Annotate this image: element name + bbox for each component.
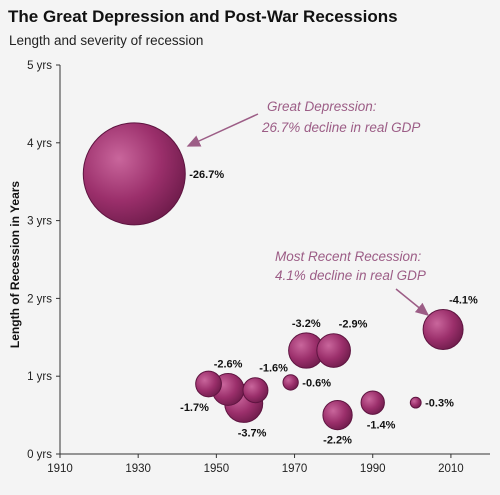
recession-bubble	[360, 390, 385, 415]
annotation-great-depression-line2: 26.7% decline in real GDP	[261, 120, 420, 135]
axes-group: 0 yrs 1 yrs 2 yrs 3 yrs 4 yrs 5 yrs 1910 1930 19…	[8, 60, 490, 475]
recession-bubble	[82, 122, 186, 226]
recession-bubble	[322, 399, 353, 431]
chart-title: The Great Depression and Post-War Recess…	[8, 7, 398, 26]
y-tick-label: 3 yrs	[27, 216, 52, 228]
data-label: -2.6%	[214, 359, 243, 371]
data-labels-group: -26.7% -1.7% -2.6% -3.7% -1.6% -0.6% -3.2% -2.9…	[180, 169, 478, 447]
recession-bubble	[422, 309, 464, 351]
data-label: -0.6%	[302, 377, 331, 389]
data-label: -2.9%	[339, 319, 368, 331]
x-tick-label: 1910	[47, 463, 73, 475]
data-label: -4.1%	[449, 295, 478, 307]
recession-bubble	[282, 374, 299, 391]
bubbles-group	[82, 122, 464, 431]
y-axis-title: Length of Recession in Years	[8, 181, 22, 348]
data-label: -1.7%	[180, 402, 209, 414]
recession-bubble	[242, 377, 269, 404]
x-tick-label: 1990	[360, 463, 386, 475]
y-tick-label: 1 yrs	[27, 371, 52, 383]
annotation-recent-recession-line1: Most Recent Recession:	[275, 249, 422, 264]
data-label: -0.3%	[425, 398, 454, 410]
chart-subtitle: Length and severity of recession	[9, 33, 204, 48]
annotation-recent-recession-line2: 4.1% decline in real GDP	[275, 268, 426, 283]
annotation-arrow-great-depression	[186, 113, 259, 147]
x-tick-label: 1930	[125, 463, 151, 475]
y-tick-label: 0 yrs	[27, 449, 52, 461]
data-label: -3.2%	[292, 318, 321, 330]
x-tick-label: 1970	[282, 463, 308, 475]
data-label: -26.7%	[189, 169, 224, 181]
recession-bubble	[409, 396, 422, 409]
recession-bubble	[316, 333, 351, 368]
y-tick-label: 5 yrs	[27, 60, 52, 72]
y-tick-label: 4 yrs	[27, 138, 52, 150]
data-label: -1.6%	[259, 363, 288, 375]
recession-bubble	[195, 370, 222, 398]
annotations-group: Great Depression: 26.7% decline in real G…	[186, 99, 430, 316]
annotation-great-depression-line1: Great Depression:	[267, 99, 377, 114]
data-label: -2.2%	[323, 435, 352, 447]
y-tick-label: 2 yrs	[27, 293, 52, 305]
x-tick-label: 1950	[204, 463, 230, 475]
annotation-arrow-recent-recession	[395, 288, 430, 316]
data-label: -3.7%	[238, 427, 267, 439]
x-tick-label: 2010	[438, 463, 464, 475]
data-label: -1.4%	[367, 419, 396, 431]
